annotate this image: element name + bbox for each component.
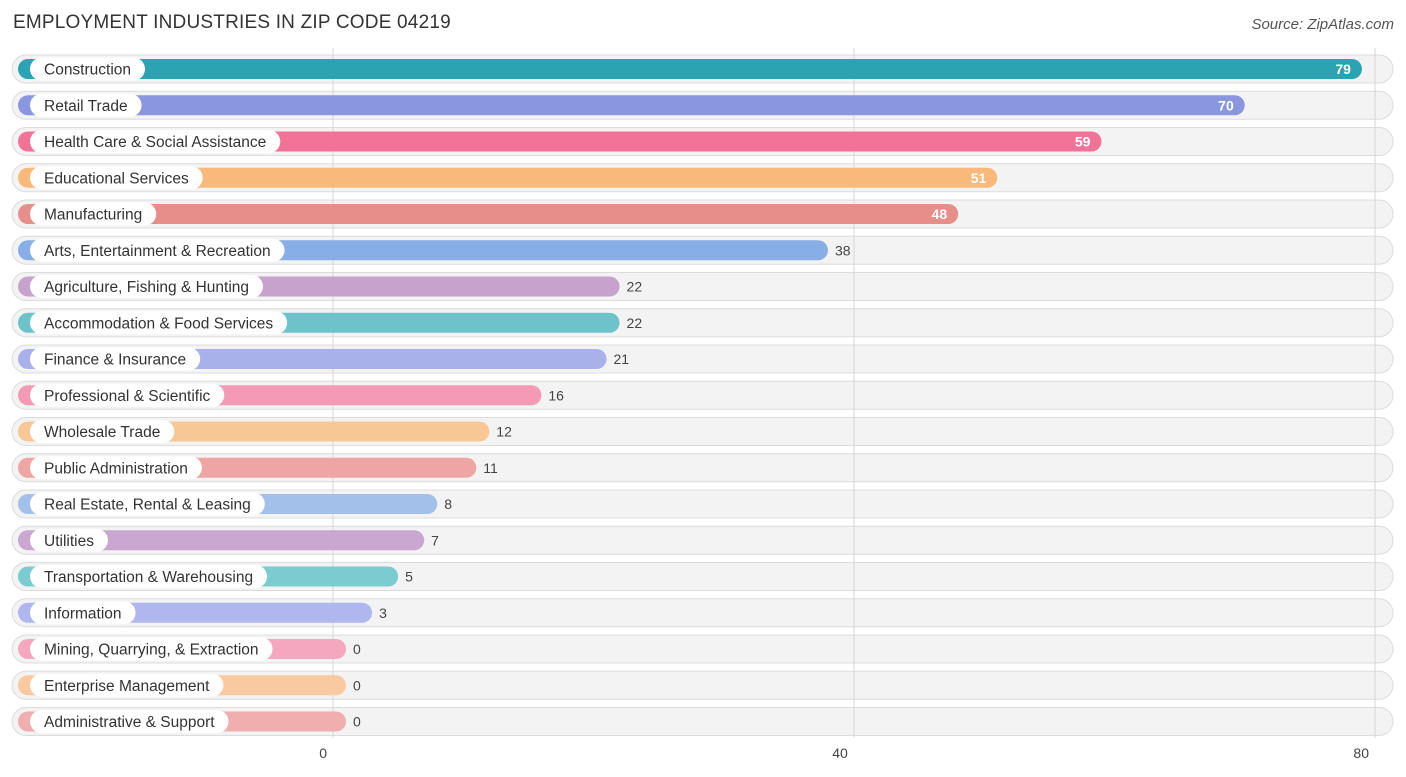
bar-group[interactable]: Retail Trade 70: [18, 93, 1245, 117]
bar-group[interactable]: Wholesale Trade 12: [18, 420, 512, 443]
bar-group[interactable]: Public Administration 11: [18, 456, 498, 480]
bar-label: Agriculture, Fishing & Hunting: [44, 279, 249, 296]
bar-group[interactable]: Enterprise Management 0: [18, 673, 361, 697]
value-label: 21: [614, 351, 630, 367]
value-label: 38: [835, 242, 851, 258]
label-pill: [30, 275, 264, 298]
bar-label: Arts, Entertainment & Recreation: [44, 243, 271, 260]
bar-label: Finance & Insurance: [44, 352, 186, 369]
bar[interactable]: [18, 131, 1102, 152]
value-label: 22: [627, 279, 643, 295]
value-label: 0: [353, 641, 361, 657]
label-pill: [30, 456, 202, 480]
label-pill: [30, 601, 136, 625]
row-background: [11, 634, 1394, 664]
label-pill: [30, 673, 224, 697]
bar-label: Real Estate, Rental & Leasing: [44, 497, 251, 514]
label-pill: [30, 166, 203, 190]
label-pill: [30, 202, 157, 226]
bar-group[interactable]: Agriculture, Fishing & Hunting 22: [18, 275, 642, 298]
value-label: 12: [496, 424, 512, 440]
value-label: 11: [483, 460, 498, 476]
bar-label: Health Care & Social Assistance: [44, 134, 266, 151]
bar[interactable]: [18, 95, 1245, 116]
value-label: 59: [1075, 134, 1091, 150]
label-pill: [30, 238, 285, 262]
bar-group[interactable]: Information 3: [18, 601, 387, 625]
bar-group[interactable]: Utilities 7: [18, 528, 439, 552]
bar-label: Mining, Quarrying, & Extraction: [44, 642, 259, 659]
bar-group[interactable]: Educational Services 51: [18, 166, 998, 190]
value-label: 16: [548, 387, 564, 403]
label-pill: [30, 347, 201, 371]
value-label: 8: [444, 496, 452, 512]
value-label: 0: [353, 677, 361, 693]
label-pill: [30, 637, 273, 661]
bar-group[interactable]: Accommodation & Food Services 22: [18, 311, 643, 335]
bar-group[interactable]: Mining, Quarrying, & Extraction 0: [18, 637, 361, 661]
value-label: 5: [405, 569, 413, 585]
bar-label: Enterprise Management: [44, 678, 210, 695]
value-label: 3: [379, 605, 387, 621]
bar[interactable]: [18, 530, 425, 551]
bar-group[interactable]: Finance & Insurance 21: [18, 347, 630, 371]
bar-label: Transportation & Warehousing: [44, 569, 253, 586]
bar-label: Information: [44, 605, 122, 622]
label-pill: [30, 528, 108, 552]
source-credit: Source: ZipAtlas.com: [1251, 16, 1394, 33]
label-pill: [30, 57, 146, 81]
x-tick-label: 40: [832, 745, 848, 761]
bar-label: Educational Services: [44, 170, 189, 187]
bar-group[interactable]: Manufacturing 48: [18, 202, 959, 226]
bar-label: Construction: [44, 62, 131, 79]
label-pill: [30, 710, 229, 733]
label-pill: [30, 93, 142, 117]
row-background: [11, 670, 1394, 700]
bar-group[interactable]: Transportation & Warehousing 5: [18, 565, 413, 588]
x-tick-label: 80: [1353, 745, 1369, 761]
bar-group[interactable]: Administrative & Support 0: [18, 710, 361, 733]
value-label: 22: [627, 315, 643, 331]
label-pill: [30, 565, 268, 588]
bar-label: Accommodation & Food Services: [44, 315, 273, 332]
value-label: 48: [932, 206, 948, 222]
row-background: [11, 707, 1394, 736]
bar-label: Retail Trade: [44, 98, 128, 115]
bar[interactable]: [18, 204, 959, 224]
bar-group[interactable]: Professional & Scientific 16: [18, 383, 564, 407]
bar-group[interactable]: Arts, Entertainment & Recreation 38: [18, 238, 851, 262]
value-label: 70: [1218, 97, 1234, 113]
bar-label: Professional & Scientific: [44, 388, 211, 405]
chart-title: EMPLOYMENT INDUSTRIES IN ZIP CODE 04219: [13, 12, 451, 33]
bar-group[interactable]: Construction 79: [18, 57, 1362, 81]
label-pill: [30, 311, 288, 335]
bar-label: Utilities: [44, 533, 94, 550]
bar-label: Administrative & Support: [44, 714, 215, 731]
bar[interactable]: [18, 167, 998, 188]
value-label: 7: [431, 532, 439, 548]
bar-label: Manufacturing: [44, 207, 142, 224]
label-pill: [30, 383, 225, 407]
label-pill: [30, 420, 175, 443]
bar-group[interactable]: Health Care & Social Assistance 59: [18, 130, 1102, 153]
x-tick-label: 0: [319, 745, 327, 761]
bar-label: Wholesale Trade: [44, 424, 160, 441]
bar-label: Public Administration: [44, 460, 188, 477]
value-label: 0: [353, 714, 361, 730]
label-pill: [30, 130, 281, 153]
value-label: 51: [971, 170, 987, 186]
bar[interactable]: [18, 59, 1362, 79]
value-label: 79: [1335, 61, 1351, 77]
bar-group[interactable]: Real Estate, Rental & Leasing 8: [18, 492, 452, 516]
label-pill: [30, 492, 265, 516]
